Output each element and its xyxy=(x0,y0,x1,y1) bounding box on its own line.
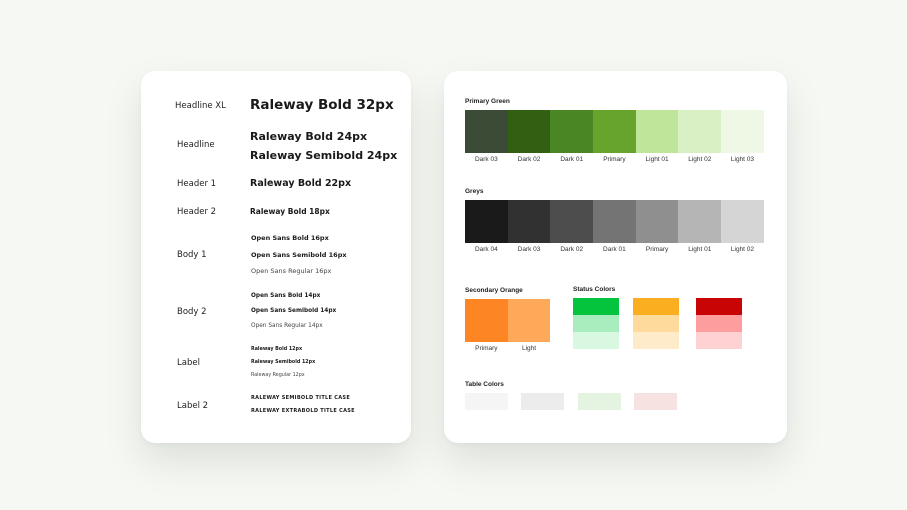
status-success-swatch xyxy=(573,332,619,349)
type-sample-headline-xl: Raleway Bold 32px xyxy=(250,97,394,113)
swatch-grey-light-01 xyxy=(678,200,722,243)
type-label-header-2: Header 2 xyxy=(177,207,217,217)
type-label-body-1: Body 1 xyxy=(177,250,207,260)
status-success-stack xyxy=(573,298,619,349)
swatch-orange-primary xyxy=(465,299,508,342)
grey-caption: Dark 01 xyxy=(603,246,626,253)
green-caption: Primary xyxy=(603,156,626,163)
table-color-swatch xyxy=(578,393,621,410)
grey-caption: Primary xyxy=(645,246,669,253)
type-sample-header-1: Raleway Bold 22px xyxy=(250,178,352,189)
status-warning-swatch xyxy=(633,315,679,332)
type-sample-label-2-extrabold: RALEWAY EXTRABOLD TITLE CASE xyxy=(251,408,355,414)
grey-caption: Light 02 xyxy=(730,246,755,253)
greys-captions: Dark 04 Dark 03 Dark 02 Dark 01 Primary … xyxy=(465,246,764,253)
status-success-swatch xyxy=(573,315,619,332)
grey-caption: Dark 04 xyxy=(474,246,498,253)
color-palette-card: Primary Green Dark 03 Dark 02 Dark 01 Pr… xyxy=(444,71,787,443)
swatch-green-dark-03 xyxy=(465,110,508,153)
type-sample-label-2-semibold: RALEWAY SEMIBOLD TITLE CASE xyxy=(251,395,351,401)
orange-caption: Primary xyxy=(475,345,498,352)
secondary-orange-captions: Primary Light xyxy=(465,345,550,352)
table-color-swatch xyxy=(634,393,677,410)
swatch-grey-dark-02 xyxy=(550,200,594,243)
status-error-stack xyxy=(696,298,742,349)
table-color-swatch xyxy=(521,393,564,410)
green-caption: Dark 02 xyxy=(517,156,541,163)
grey-caption: Dark 03 xyxy=(517,246,541,253)
swatch-green-light-01 xyxy=(635,110,679,153)
primary-green-title: Primary Green xyxy=(465,98,510,105)
swatch-grey-primary xyxy=(635,200,679,243)
table-colors-title: Table Colors xyxy=(465,381,504,388)
type-sample-label-semibold: Raleway Semibold 12px xyxy=(251,360,316,365)
status-colors-title: Status Colors xyxy=(573,286,616,293)
secondary-orange-swatches xyxy=(465,299,551,342)
greys-title: Greys xyxy=(465,188,484,195)
status-error-swatch xyxy=(696,298,742,315)
status-warning-swatch xyxy=(633,332,679,349)
swatch-green-dark-02 xyxy=(507,110,551,153)
swatch-grey-dark-03 xyxy=(507,200,551,243)
greys-swatches xyxy=(465,200,764,243)
green-caption: Dark 01 xyxy=(560,156,584,163)
swatch-orange-light xyxy=(507,299,551,342)
status-success-swatch xyxy=(573,298,619,315)
swatch-grey-dark-04 xyxy=(465,200,508,243)
secondary-orange-title: Secondary Orange xyxy=(465,287,523,294)
type-sample-body-1-bold: Open Sans Bold 16px xyxy=(251,234,329,242)
type-sample-body-1-regular: Open Sans Regular 16px xyxy=(251,267,332,275)
grey-caption: Dark 02 xyxy=(560,246,584,253)
type-sample-body-1-semibold: Open Sans Semibold 16px xyxy=(251,251,347,259)
primary-green-swatches xyxy=(465,110,764,153)
type-sample-body-2-semibold: Open Sans Semibold 14px xyxy=(251,308,337,314)
grey-caption: Light 01 xyxy=(688,246,712,253)
type-sample-label-regular: Raleway Regular 12px xyxy=(251,373,305,378)
swatch-green-dark-01 xyxy=(550,110,594,153)
type-label-label: Label xyxy=(177,358,200,368)
table-color-swatch xyxy=(465,393,508,410)
green-caption: Light 03 xyxy=(730,156,755,163)
typography-card: Headline XL Raleway Bold 32px Headline R… xyxy=(141,71,411,443)
green-caption: Dark 03 xyxy=(474,156,498,163)
status-error-swatch xyxy=(696,332,742,349)
green-caption: Light 02 xyxy=(688,156,712,163)
type-sample-label-bold: Raleway Bold 12px xyxy=(251,347,303,352)
type-sample-header-2: Raleway Bold 18px xyxy=(250,207,330,216)
primary-green-captions: Dark 03 Dark 02 Dark 01 Primary Light 01… xyxy=(465,156,764,163)
swatch-green-primary xyxy=(593,110,636,153)
status-error-swatch xyxy=(696,315,742,332)
swatch-green-light-03 xyxy=(721,110,764,153)
type-sample-headline-bold: Raleway Bold 24px xyxy=(250,130,368,143)
type-label-label-2: Label 2 xyxy=(177,401,209,411)
type-sample-body-2-regular: Open Sans Regular 14px xyxy=(251,323,323,329)
swatch-green-light-02 xyxy=(678,110,722,153)
swatch-grey-dark-01 xyxy=(593,200,636,243)
type-label-headline: Headline xyxy=(177,140,215,150)
swatch-grey-light-02 xyxy=(721,200,764,243)
type-label-headline-xl: Headline XL xyxy=(175,101,226,111)
green-caption: Light 01 xyxy=(645,156,669,163)
status-warning-stack xyxy=(633,298,679,349)
type-sample-headline-semibold: Raleway Semibold 24px xyxy=(250,149,398,162)
status-warning-swatch xyxy=(633,298,679,315)
type-label-header-1: Header 1 xyxy=(177,179,217,189)
type-sample-body-2-bold: Open Sans Bold 14px xyxy=(251,293,321,299)
type-label-body-2: Body 2 xyxy=(177,307,207,317)
orange-caption: Light xyxy=(521,345,537,352)
